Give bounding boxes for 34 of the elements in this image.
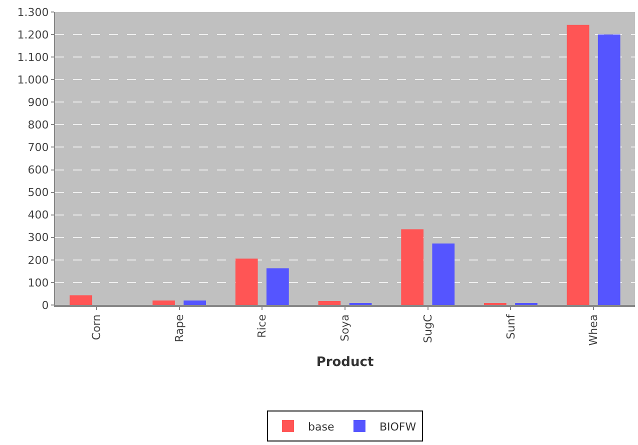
x-axis-title: Product bbox=[316, 354, 374, 370]
y-tick-label: 100 bbox=[28, 276, 49, 290]
x-tick-label: Whea bbox=[587, 314, 600, 346]
y-tick-label: 800 bbox=[28, 118, 49, 132]
legend-label: base bbox=[308, 420, 334, 434]
y-tick-label: 400 bbox=[28, 208, 49, 222]
y-tick-label: 200 bbox=[28, 254, 49, 267]
bar bbox=[566, 24, 590, 305]
y-tick-label: 1.000 bbox=[17, 73, 49, 86]
legend-label: BIOFW bbox=[379, 420, 416, 434]
bar bbox=[235, 258, 258, 305]
y-tick-label: 300 bbox=[28, 231, 49, 244]
bar bbox=[184, 300, 206, 305]
bar bbox=[432, 243, 455, 305]
bar bbox=[598, 34, 620, 305]
bar bbox=[401, 229, 424, 305]
bar bbox=[318, 300, 341, 305]
x-tick-label: Rice bbox=[256, 314, 269, 338]
bar bbox=[70, 295, 92, 305]
x-tick-label: Sunf bbox=[504, 313, 518, 340]
y-tick-label: 0 bbox=[42, 298, 49, 312]
y-tick-label: 1.200 bbox=[17, 28, 49, 42]
x-tick-label: Soya bbox=[338, 314, 352, 342]
y-tick-label: 700 bbox=[28, 141, 49, 154]
y-tick-label: 500 bbox=[28, 186, 49, 200]
bar bbox=[266, 268, 289, 305]
y-tick-label: 1.300 bbox=[17, 6, 49, 19]
y-tick-label: 600 bbox=[28, 164, 49, 177]
y-tick-label: 1.100 bbox=[17, 50, 49, 64]
bar bbox=[152, 300, 175, 305]
x-tick-label: Corn bbox=[90, 314, 104, 340]
x-tick-label: Rape bbox=[172, 314, 186, 342]
x-tick-label: SugC bbox=[421, 314, 434, 344]
y-tick-label: 900 bbox=[28, 96, 49, 109]
